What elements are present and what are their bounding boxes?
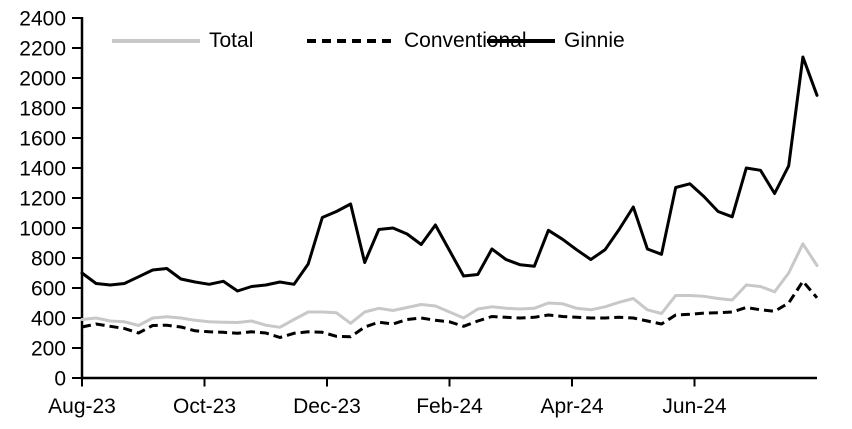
series-line-ginnie [80,55,819,293]
y-tick-label: 400 [31,308,66,331]
y-tick-label: 1600 [19,128,66,151]
y-tick-label: 200 [31,338,66,361]
legend-label-conventional: Conventional [404,29,527,52]
y-tick-label: 1800 [19,98,66,121]
x-tick-label: Jun-24 [662,395,727,418]
chart-legend: Total Conventional Ginnie [0,28,852,54]
legend-label-ginnie: Ginnie [564,29,625,52]
legend-label-total: Total [209,29,254,52]
y-tick-label: 1200 [19,188,66,211]
y-tick-label: 2400 [19,8,66,31]
y-tick-label: 800 [31,248,66,271]
y-tick-label: 2000 [19,68,66,91]
y-tick-label: 2200 [19,38,66,61]
x-tick-label: Dec-23 [293,395,361,418]
legend-item-total: Total [112,28,253,54]
y-tick-label: 1000 [19,218,66,241]
y-tick-label: 0 [54,368,66,391]
legend-item-conventional: Conventional [307,28,527,54]
series-line-total [80,242,819,329]
y-tick-label: 600 [31,278,66,301]
conventional-line-sample [307,39,395,43]
x-tick-label: Aug-23 [48,395,116,418]
x-tick-label: Apr-24 [540,395,603,418]
y-tick-label: 1400 [19,158,66,181]
x-tick-label: Oct-23 [173,395,236,418]
legend-item-ginnie: Ginnie [487,28,625,54]
total-line-sample [112,39,200,43]
x-tick-label: Feb-24 [416,395,483,418]
series-line-conventional [81,279,819,339]
ginnie-line-sample [487,39,555,43]
